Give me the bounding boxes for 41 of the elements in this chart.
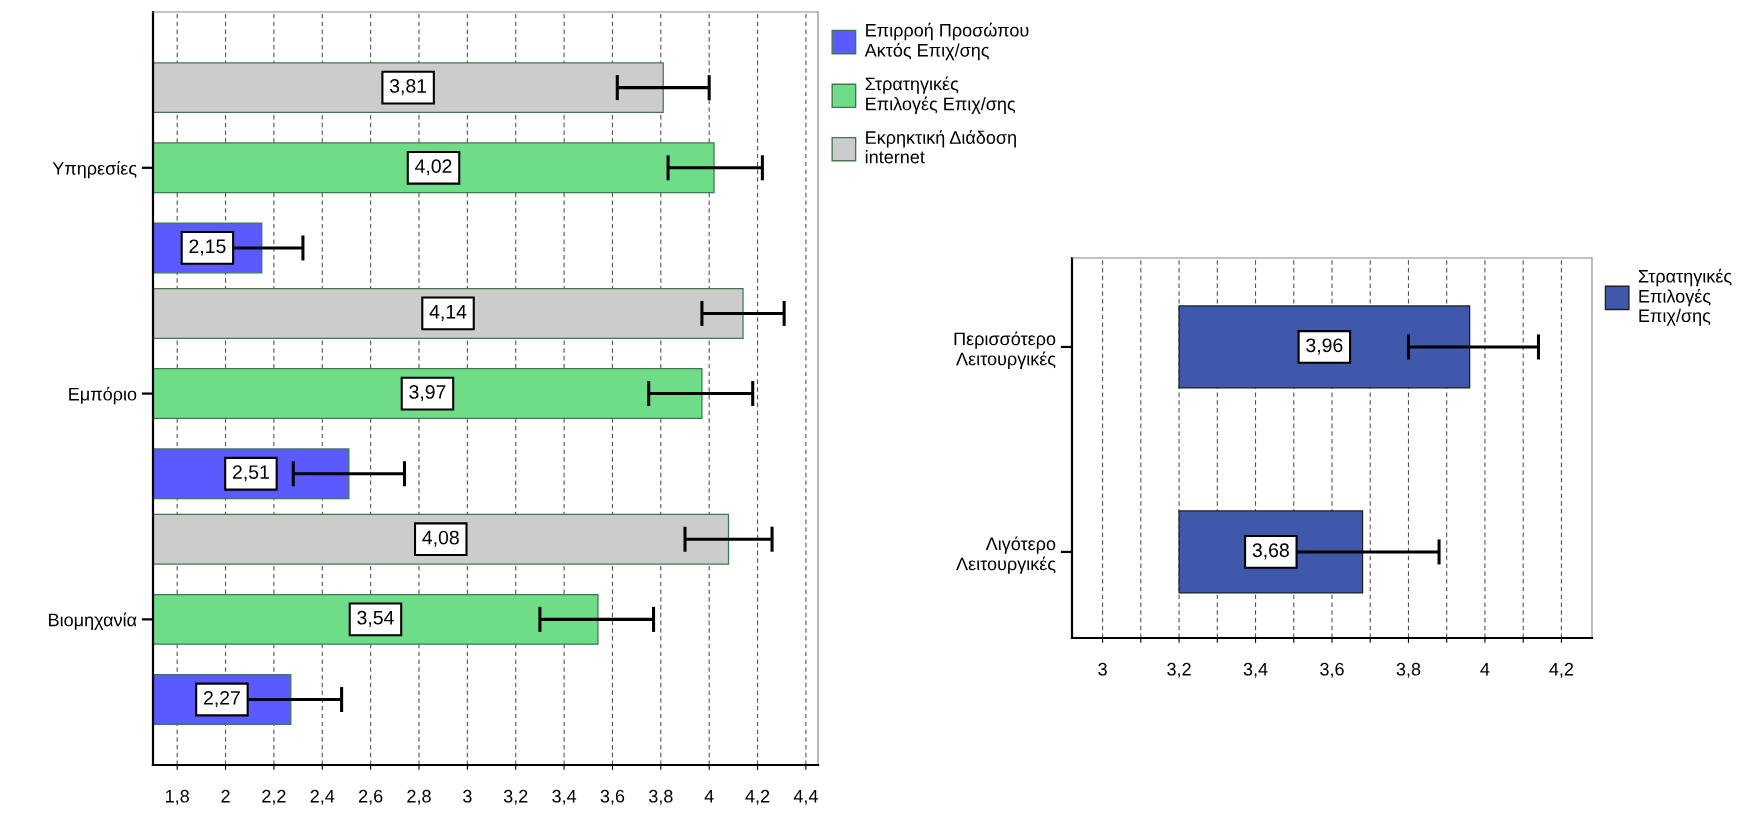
x-tick-label: 2 — [221, 789, 230, 803]
y-tick-label: Υπηρεσίες — [52, 160, 137, 179]
data-label: 2,27 — [203, 690, 240, 708]
x-tick-label: 3,2 — [503, 789, 528, 805]
data-label: 4,08 — [422, 530, 459, 547]
x-tick-label: 3,8 — [1396, 662, 1421, 678]
legend-label: Επιρροή Προσώπου Ακτός Επιχ/σης — [864, 22, 1029, 61]
x-tick-label: 3,4 — [552, 789, 577, 805]
data-label: 3,96 — [1306, 338, 1343, 355]
y-tick-label: Εμπόριο — [69, 386, 137, 405]
x-tick-label: 2,4 — [310, 789, 335, 805]
x-tick-label: 3,8 — [648, 789, 673, 805]
y-tick-label: Βιομηχανία — [49, 612, 137, 630]
x-tick-label: 1,8 — [166, 789, 189, 805]
data-label: 3,81 — [389, 79, 427, 96]
x-tick-label: 4,2 — [745, 789, 770, 805]
x-tick-label: 4 — [1480, 662, 1490, 676]
x-tick-label: 2,8 — [407, 789, 431, 805]
legend-label: Στρατηγικές Επιλογές Επιχ/σης — [1638, 268, 1732, 326]
x-tick-label: 2,2 — [262, 789, 286, 805]
x-tick-label: 3,6 — [1320, 662, 1344, 678]
x-tick-label: 3 — [1098, 662, 1107, 676]
x-tick-label: 3 — [463, 789, 472, 803]
x-tick-label: 3,6 — [600, 789, 625, 805]
x-tick-label: 4,2 — [1549, 662, 1574, 678]
x-tick-label: 3,2 — [1167, 662, 1191, 678]
data-label: 3,54 — [357, 610, 394, 627]
y-tick-label: Λιγότερο Λειτουργικές — [956, 536, 1056, 574]
data-label: 4,02 — [415, 159, 452, 176]
x-tick-label: 4,4 — [793, 789, 818, 805]
data-label: 4,14 — [429, 305, 467, 321]
data-label: 2,51 — [232, 465, 269, 482]
legend-label: Εκρηκτική Διάδοση internet — [865, 130, 1016, 164]
y-tick-label: Περισσότερο Λειτουργικές — [954, 331, 1056, 369]
data-label: 3,68 — [1252, 543, 1289, 560]
x-tick-label: 3,4 — [1243, 662, 1268, 678]
legend-label: Στρατηγικές Επιλογές Επιχ/σης — [865, 76, 1016, 114]
data-label: 3,97 — [409, 385, 446, 402]
x-tick-label: 2,6 — [359, 789, 383, 805]
x-tick-label: 4 — [704, 789, 714, 803]
data-label: 2,15 — [189, 239, 226, 256]
